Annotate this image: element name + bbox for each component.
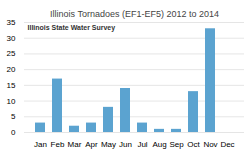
svg-text:Feb: Feb	[51, 140, 65, 149]
svg-text:5: 5	[11, 112, 16, 121]
svg-text:25: 25	[7, 49, 16, 58]
svg-text:20: 20	[7, 65, 16, 74]
svg-text:Jan: Jan	[34, 140, 47, 149]
svg-text:Sep: Sep	[169, 140, 184, 149]
svg-text:Mar: Mar	[68, 140, 82, 149]
svg-text:15: 15	[7, 81, 16, 90]
svg-text:0: 0	[11, 128, 16, 137]
svg-text:10: 10	[7, 97, 16, 106]
svg-text:Jun: Jun	[119, 140, 132, 149]
svg-text:Dec: Dec	[220, 140, 234, 149]
svg-text:30: 30	[7, 34, 16, 43]
svg-text:Nov: Nov	[203, 140, 217, 149]
svg-text:Illinois Tornadoes (EF1-EF5) 2: Illinois Tornadoes (EF1-EF5) 2012 to 201…	[50, 9, 219, 19]
svg-text:Illinois State Water Survey: Illinois State Water Survey	[28, 24, 116, 32]
svg-text:Aug: Aug	[152, 140, 166, 149]
svg-text:Jul: Jul	[137, 140, 147, 149]
svg-text:35: 35	[7, 18, 16, 27]
svg-text:Apr: Apr	[85, 140, 98, 149]
svg-text:May: May	[101, 140, 116, 149]
svg-text:Oct: Oct	[187, 140, 200, 149]
